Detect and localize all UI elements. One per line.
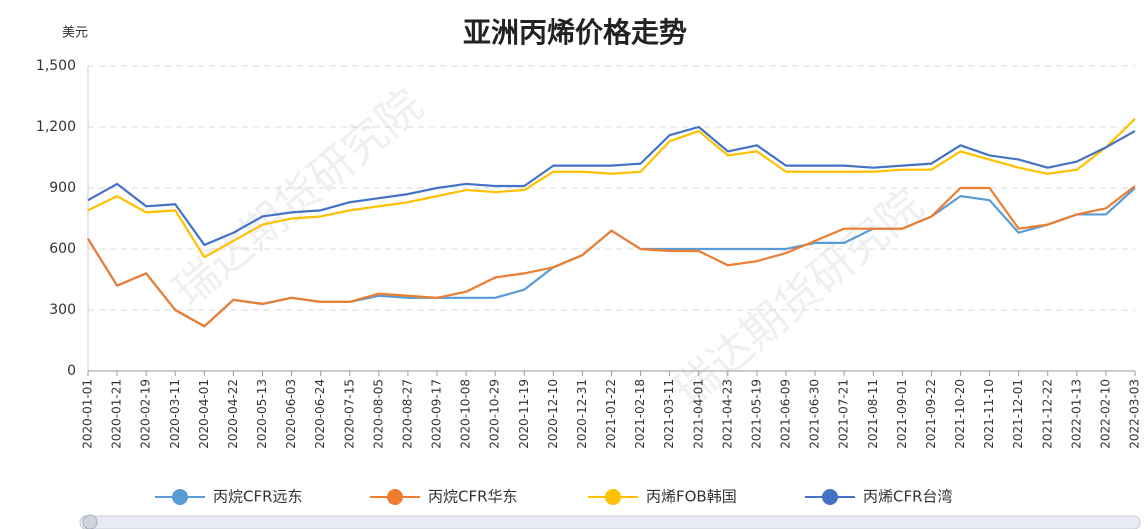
x-tick-label: 2021-06-09 — [779, 379, 793, 449]
legend-swatch — [172, 489, 188, 505]
y-axis-label: 美元 — [62, 26, 88, 41]
legend-label: 丙烷CFR华东 — [428, 488, 518, 506]
x-tick-label: 2020-09-17 — [430, 379, 444, 449]
legend-label: 丙烯FOB韩国 — [646, 488, 737, 506]
y-tick-label: 600 — [49, 241, 76, 257]
zoom-slider[interactable] — [79, 515, 1141, 529]
x-tick-label: 2020-12-31 — [575, 379, 589, 449]
x-tick-label: 2021-07-21 — [837, 379, 851, 449]
x-tick-label: 2021-09-22 — [924, 379, 938, 449]
y-tick-label: 1,500 — [36, 58, 76, 74]
x-tick-label: 2021-08-11 — [866, 379, 880, 449]
series-line — [87, 125, 1136, 247]
legend-swatch — [822, 489, 838, 505]
series-line — [87, 118, 1136, 259]
watermark: 瑞达期货研究院 — [164, 80, 433, 317]
x-tick-label: 2020-06-03 — [284, 379, 298, 449]
x-tick-label: 2020-03-11 — [168, 379, 182, 449]
x-tick-label: 2020-01-21 — [110, 379, 124, 449]
x-tick-label: 2020-04-01 — [197, 379, 211, 449]
x-tick-label: 2022-03-03 — [1128, 379, 1142, 449]
x-tick-label: 2020-08-27 — [400, 379, 414, 449]
x-tick-label: 2021-10-20 — [953, 379, 967, 449]
x-tick-label: 2021-05-19 — [749, 379, 763, 449]
x-tick-label: 2020-02-19 — [139, 379, 153, 449]
x-tick-label: 2021-11-10 — [982, 379, 996, 449]
zoom-handle[interactable] — [82, 514, 98, 529]
x-tick-label: 2021-12-01 — [1011, 379, 1025, 449]
x-tick-label: 2021-03-11 — [662, 379, 676, 449]
x-tick-label: 2020-01-01 — [81, 379, 95, 449]
y-tick-label: 0 — [67, 363, 76, 379]
x-tick-label: 2021-04-23 — [720, 379, 734, 449]
y-tick-label: 900 — [49, 180, 76, 196]
x-tick-label: 2021-01-22 — [604, 379, 618, 449]
x-tick-label: 2020-07-15 — [342, 379, 356, 449]
x-tick-label: 2020-08-05 — [371, 379, 385, 449]
x-tick-label: 2021-04-01 — [691, 379, 705, 449]
legend-swatch — [387, 489, 403, 505]
x-tick-label: 2020-05-13 — [255, 379, 269, 449]
x-tick-label: 2020-12-10 — [546, 379, 560, 449]
x-tick-label: 2021-09-01 — [895, 379, 909, 449]
x-tick-label: 2021-06-30 — [808, 379, 822, 449]
legend-swatch — [605, 489, 621, 505]
legend-label: 丙烷CFR远东 — [213, 488, 303, 506]
x-tick-label: 2021-02-18 — [633, 379, 647, 449]
chart-title: 亚洲丙烯价格走势 — [463, 16, 687, 49]
x-tick-label: 2020-10-29 — [488, 379, 502, 449]
x-tick-label: 2021-12-22 — [1040, 379, 1054, 449]
x-tick-label: 2020-11-19 — [517, 379, 531, 449]
x-tick-label: 2022-02-10 — [1098, 379, 1112, 449]
y-tick-label: 300 — [49, 302, 76, 318]
x-tick-label: 2020-06-24 — [313, 379, 327, 449]
legend-label: 丙烯CFR台湾 — [863, 488, 953, 506]
y-tick-label: 1,200 — [36, 119, 76, 135]
x-tick-label: 2020-10-08 — [459, 379, 473, 449]
x-tick-label: 2022-01-13 — [1069, 379, 1083, 449]
series-line — [87, 185, 1136, 328]
x-tick-label: 2020-04-22 — [226, 379, 240, 449]
